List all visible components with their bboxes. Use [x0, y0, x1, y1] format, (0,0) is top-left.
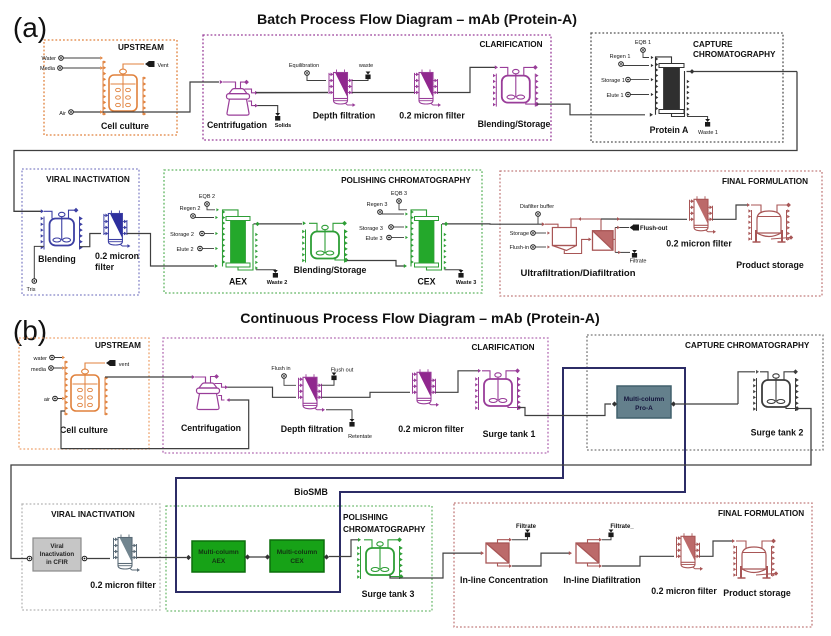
svg-text:Continuous Process Flow Diagra: Continuous Process Flow Diagram – mAb (P…	[240, 311, 600, 327]
svg-text:air: air	[44, 397, 50, 403]
svg-text:Waste 3: Waste 3	[456, 280, 477, 286]
svg-text:Diafilter buffer: Diafilter buffer	[520, 204, 554, 210]
svg-text:UPSTREAM: UPSTREAM	[95, 341, 141, 350]
svg-text:0.2 micron filter: 0.2 micron filter	[90, 580, 156, 590]
svg-text:Multi-column: Multi-column	[277, 549, 317, 556]
svg-text:Depth filtration: Depth filtration	[313, 111, 376, 121]
svg-text:AEX: AEX	[229, 277, 247, 287]
svg-text:Regen 3: Regen 3	[367, 202, 388, 208]
svg-text:CEX: CEX	[417, 277, 435, 287]
svg-text:Flush-in: Flush-in	[509, 245, 529, 251]
svg-text:Elute 2: Elute 2	[176, 247, 193, 253]
svg-text:Blending: Blending	[38, 254, 76, 264]
svg-text:Multi-column: Multi-column	[624, 396, 664, 403]
svg-text:FINAL FORMULATION: FINAL FORMULATION	[722, 177, 808, 186]
svg-text:Equilibration: Equilibration	[289, 63, 319, 69]
svg-text:Storage 2: Storage 2	[170, 232, 194, 238]
svg-text:Surge tank 2: Surge tank 2	[751, 428, 804, 438]
svg-text:0.2 micron filter: 0.2 micron filter	[666, 239, 732, 249]
svg-text:BioSMB: BioSMB	[294, 487, 328, 497]
svg-text:0.2 micron filter: 0.2 micron filter	[398, 424, 464, 434]
svg-text:vent: vent	[119, 362, 130, 368]
svg-text:Elute 3: Elute 3	[365, 236, 382, 242]
svg-text:in CFIR: in CFIR	[46, 559, 68, 566]
svg-text:Retentate: Retentate	[348, 434, 372, 440]
svg-text:Filtrate: Filtrate	[516, 524, 537, 530]
svg-text:Centrifugation: Centrifugation	[207, 120, 267, 130]
svg-text:Product storage: Product storage	[736, 260, 804, 270]
svg-text:Filtrate_: Filtrate_	[610, 524, 634, 530]
svg-text:CEX: CEX	[290, 558, 304, 565]
svg-text:Waste 1: Waste 1	[698, 130, 718, 136]
svg-text:Surge tank 1: Surge tank 1	[483, 429, 536, 439]
svg-text:VIRAL INACTIVATION: VIRAL INACTIVATION	[51, 510, 135, 519]
svg-text:Elute 1: Elute 1	[606, 93, 623, 99]
svg-text:Product storage: Product storage	[723, 588, 791, 598]
svg-text:VIRAL INACTIVATION: VIRAL INACTIVATION	[46, 175, 130, 184]
svg-text:Flush in: Flush in	[271, 366, 290, 372]
svg-text:Blending/Storage: Blending/Storage	[478, 119, 551, 129]
svg-text:FINAL FORMULATION: FINAL FORMULATION	[718, 509, 804, 518]
svg-text:Inactivation: Inactivation	[40, 551, 75, 558]
svg-text:Centrifugation: Centrifugation	[181, 423, 241, 433]
svg-text:EQB 1: EQB 1	[635, 40, 651, 46]
svg-text:Regen 2: Regen 2	[180, 206, 201, 212]
svg-text:Surge tank 3: Surge tank 3	[362, 589, 415, 599]
svg-text:Multi-column: Multi-column	[198, 549, 238, 556]
svg-text:Storage 1: Storage 1	[601, 78, 625, 84]
svg-text:Protein A: Protein A	[650, 125, 689, 135]
svg-text:EQB 3: EQB 3	[391, 191, 407, 197]
svg-text:Vent: Vent	[157, 63, 168, 69]
svg-text:Storage: Storage	[510, 231, 529, 237]
svg-text:Flush-out: Flush-out	[640, 226, 667, 232]
svg-text:CAPTURE: CAPTURE	[693, 40, 733, 49]
svg-text:In-line Concentration: In-line Concentration	[460, 575, 548, 585]
svg-text:Ultrafiltration/Diafiltration: Ultrafiltration/Diafiltration	[520, 268, 635, 279]
svg-text:Regen 1: Regen 1	[610, 54, 631, 60]
svg-text:POLISHING CHROMATOGRAPHY: POLISHING CHROMATOGRAPHY	[341, 176, 471, 185]
svg-text:filter: filter	[95, 262, 115, 272]
svg-text:CLARIFICATION: CLARIFICATION	[479, 40, 542, 49]
svg-text:Solids: Solids	[275, 123, 292, 129]
svg-text:Water: Water	[42, 56, 57, 62]
svg-text:water: water	[33, 356, 48, 362]
svg-text:(a): (a)	[13, 12, 47, 43]
svg-text:0.2 micron: 0.2 micron	[95, 251, 139, 261]
svg-text:media: media	[31, 367, 47, 373]
svg-text:EQB 2: EQB 2	[199, 194, 215, 200]
svg-text:Air: Air	[59, 111, 66, 117]
svg-text:CAPTURE CHROMATOGRAPHY: CAPTURE CHROMATOGRAPHY	[685, 341, 810, 350]
svg-text:Storage 3: Storage 3	[359, 226, 383, 232]
svg-text:Flush out: Flush out	[331, 368, 354, 374]
svg-text:Batch Process Flow Diagram – m: Batch Process Flow Diagram – mAb (Protei…	[257, 12, 577, 28]
svg-text:Tris: Tris	[27, 287, 36, 293]
svg-text:In-line Diafiltration: In-line Diafiltration	[563, 575, 640, 585]
svg-text:UPSTREAM: UPSTREAM	[118, 43, 164, 52]
svg-text:Viral: Viral	[50, 543, 64, 550]
svg-text:0.2 micron filter: 0.2 micron filter	[399, 111, 465, 121]
svg-text:Cell culture: Cell culture	[60, 425, 108, 435]
svg-text:CHROMATOGRAPHY: CHROMATOGRAPHY	[693, 50, 776, 59]
svg-text:CHROMATOGRAPHY: CHROMATOGRAPHY	[343, 525, 426, 534]
svg-text:Media: Media	[40, 66, 56, 72]
svg-text:waste: waste	[358, 63, 373, 69]
svg-text:POLISHING: POLISHING	[343, 513, 388, 522]
svg-text:Filtrate: Filtrate	[630, 259, 647, 265]
svg-text:Pro-A: Pro-A	[635, 405, 653, 412]
svg-text:Blending/Storage: Blending/Storage	[294, 265, 367, 275]
svg-text:(b): (b)	[13, 315, 47, 346]
svg-text:CLARIFICATION: CLARIFICATION	[471, 343, 534, 352]
svg-text:AEX: AEX	[212, 558, 226, 565]
svg-text:Depth filtration: Depth filtration	[281, 424, 344, 434]
svg-text:0.2 micron filter: 0.2 micron filter	[651, 586, 717, 596]
svg-text:Cell culture: Cell culture	[101, 121, 149, 131]
svg-text:Waste 2: Waste 2	[267, 280, 288, 286]
